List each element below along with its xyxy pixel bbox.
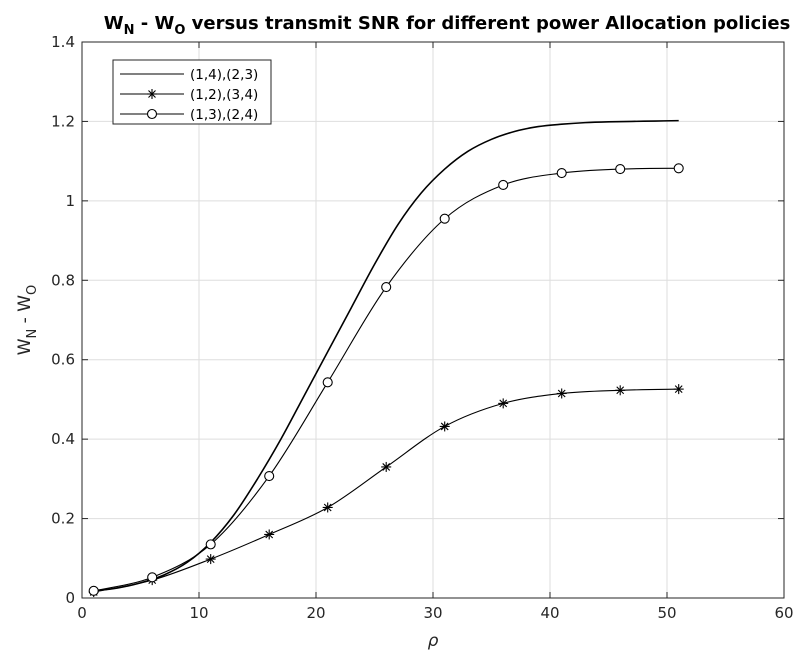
data-point <box>264 471 275 482</box>
data-point <box>615 164 626 175</box>
x-axis-label: ρ <box>428 631 439 651</box>
y-axis-label: WN - WO <box>15 285 40 356</box>
title-subscript-n: N <box>124 23 135 38</box>
data-point <box>439 213 450 224</box>
legend-marker <box>147 89 157 99</box>
legend-label: (1,2),(3,4) <box>190 87 258 103</box>
y-tick-label: 1.2 <box>51 112 75 130</box>
series-layer <box>88 119 684 598</box>
data-point <box>556 168 567 179</box>
legend: (1,4),(2,3) (1,2),(3,4) (1,3),(2,4) <box>112 59 272 125</box>
data-point <box>673 163 684 174</box>
ylabel-subscript-n: N <box>25 329 40 339</box>
y-tick-label: 0.8 <box>51 271 75 289</box>
data-point <box>264 529 275 540</box>
legend-item-1-3-2-4: (1,3),(2,4) <box>120 107 258 123</box>
x-tick-label: 30 <box>423 604 442 622</box>
legend-label: (1,3),(2,4) <box>190 107 258 123</box>
legend-label: (1,4),(2,3) <box>190 67 258 83</box>
data-point <box>439 421 450 432</box>
y-tick-label: 0 <box>65 589 75 607</box>
x-tick-label: 10 <box>189 604 208 622</box>
ylabel-subscript-o: O <box>25 285 40 295</box>
x-tick-label: 20 <box>306 604 325 622</box>
x-tick-label: 50 <box>657 604 676 622</box>
series-1-2-3-4 <box>88 384 684 598</box>
legend-item-1-2-3-4: (1,2),(3,4) <box>120 87 258 103</box>
legend-box <box>112 59 272 125</box>
series-1-3-2-4 <box>88 163 684 596</box>
data-point <box>205 554 216 565</box>
tick-layer: 0 10 20 30 40 50 60 0 0.2 0.4 0.6 0.8 1 1.2 1.4 <box>51 33 793 622</box>
series-1-4-2-3 <box>93 119 679 592</box>
series-line <box>93 119 679 592</box>
y-tick-label: 0.6 <box>51 351 75 369</box>
data-point <box>147 572 158 583</box>
x-tick-label: 0 <box>77 604 87 622</box>
data-point <box>381 461 392 472</box>
x-tick-label: 40 <box>540 604 559 622</box>
data-point <box>673 384 684 395</box>
legend-marker <box>146 108 158 120</box>
title-subscript-o: O <box>174 23 185 38</box>
data-point <box>88 585 99 596</box>
legend-item-1-4-2-3: (1,4),(2,3) <box>120 67 258 83</box>
x-tick-label: 60 <box>774 604 793 622</box>
data-point <box>556 388 567 399</box>
legend-entries: (1,4),(2,3) (1,2),(3,4) (1,3),(2,4) <box>120 67 258 123</box>
y-tick-label: 1 <box>65 192 75 210</box>
y-tick-label: 0.4 <box>51 430 75 448</box>
data-point <box>322 377 333 388</box>
data-point <box>498 179 509 191</box>
data-point <box>615 385 626 396</box>
chart-title: WN - WO versus transmit SNR for differen… <box>104 13 791 38</box>
data-point <box>322 502 333 513</box>
data-point <box>205 539 216 550</box>
data-point <box>498 398 509 409</box>
y-tick-label: 0.2 <box>51 510 75 528</box>
data-point <box>381 281 392 293</box>
y-tick-label: 1.4 <box>51 33 75 51</box>
